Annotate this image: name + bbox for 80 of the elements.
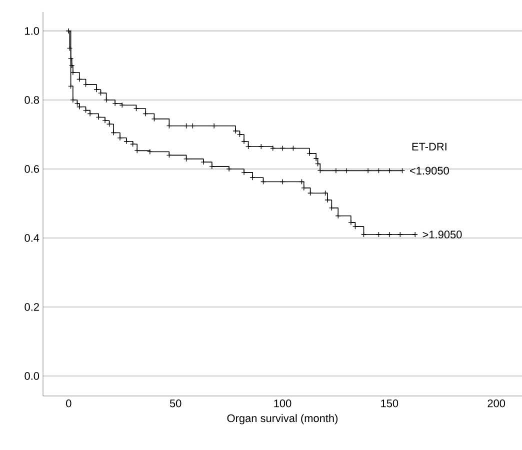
point (241, 138, 247, 144)
point (376, 168, 382, 174)
point (166, 122, 172, 129)
point (76, 76, 82, 82)
point (117, 135, 123, 141)
point (322, 190, 328, 196)
point (226, 166, 232, 172)
point (258, 144, 264, 150)
point (69, 62, 75, 68)
point (298, 178, 305, 185)
point (112, 100, 118, 106)
point (76, 104, 82, 110)
point (82, 107, 89, 114)
point (241, 170, 247, 176)
point (82, 82, 89, 88)
point (183, 122, 190, 129)
point (245, 144, 252, 150)
point (70, 70, 76, 76)
point (280, 145, 286, 152)
y-tick-label: 0.6 (24, 165, 40, 173)
y-tick-label: 0.8 (24, 96, 40, 104)
point (106, 121, 112, 127)
point (66, 45, 73, 52)
point (74, 100, 80, 106)
point (306, 150, 312, 156)
point (103, 97, 110, 103)
point (151, 116, 158, 122)
point (333, 168, 339, 174)
point (190, 122, 196, 129)
point (270, 145, 276, 152)
series-label: <1.9050 (410, 166, 449, 175)
x-tick-label: 150 (381, 400, 398, 408)
point (335, 213, 341, 219)
point (352, 224, 358, 230)
point (250, 174, 256, 180)
point (386, 168, 392, 174)
point (68, 83, 74, 89)
point (110, 130, 116, 136)
point (328, 205, 335, 211)
x-tick-label: 100 (274, 400, 292, 408)
point (307, 190, 314, 196)
point (211, 122, 217, 129)
legend-title: ET-DRI (412, 142, 446, 150)
y-tick-label: 0.2 (24, 303, 39, 311)
x-tick-label: 200 (488, 400, 506, 408)
point (68, 56, 74, 62)
point (147, 148, 153, 155)
point (133, 106, 140, 112)
point (119, 102, 125, 108)
y-tick-label: 0.0 (24, 372, 40, 380)
y-tick-label: 0.4 (24, 234, 40, 242)
point (260, 178, 266, 185)
point (200, 159, 206, 165)
x-tick-label: 50 (170, 400, 182, 408)
point (301, 185, 307, 191)
point (344, 168, 350, 174)
point (280, 178, 286, 185)
point (183, 156, 190, 162)
point (96, 114, 102, 120)
point (142, 110, 148, 117)
y-tick-label: 1.0 (25, 27, 40, 35)
point (209, 164, 215, 170)
point (166, 152, 172, 158)
point (236, 132, 243, 138)
point (130, 141, 136, 147)
series-label: >1.9050 (422, 230, 462, 238)
point (397, 232, 403, 238)
point (386, 232, 392, 238)
point (98, 90, 104, 96)
point (134, 148, 140, 154)
point (360, 232, 367, 238)
x-axis-title: Organ survival (month) (227, 414, 338, 424)
x-tick-label: 0 (66, 400, 72, 408)
point (324, 197, 330, 203)
point (376, 232, 382, 238)
point (313, 156, 319, 162)
point (365, 168, 371, 174)
point (290, 145, 296, 152)
point (317, 168, 323, 174)
point (124, 138, 130, 144)
